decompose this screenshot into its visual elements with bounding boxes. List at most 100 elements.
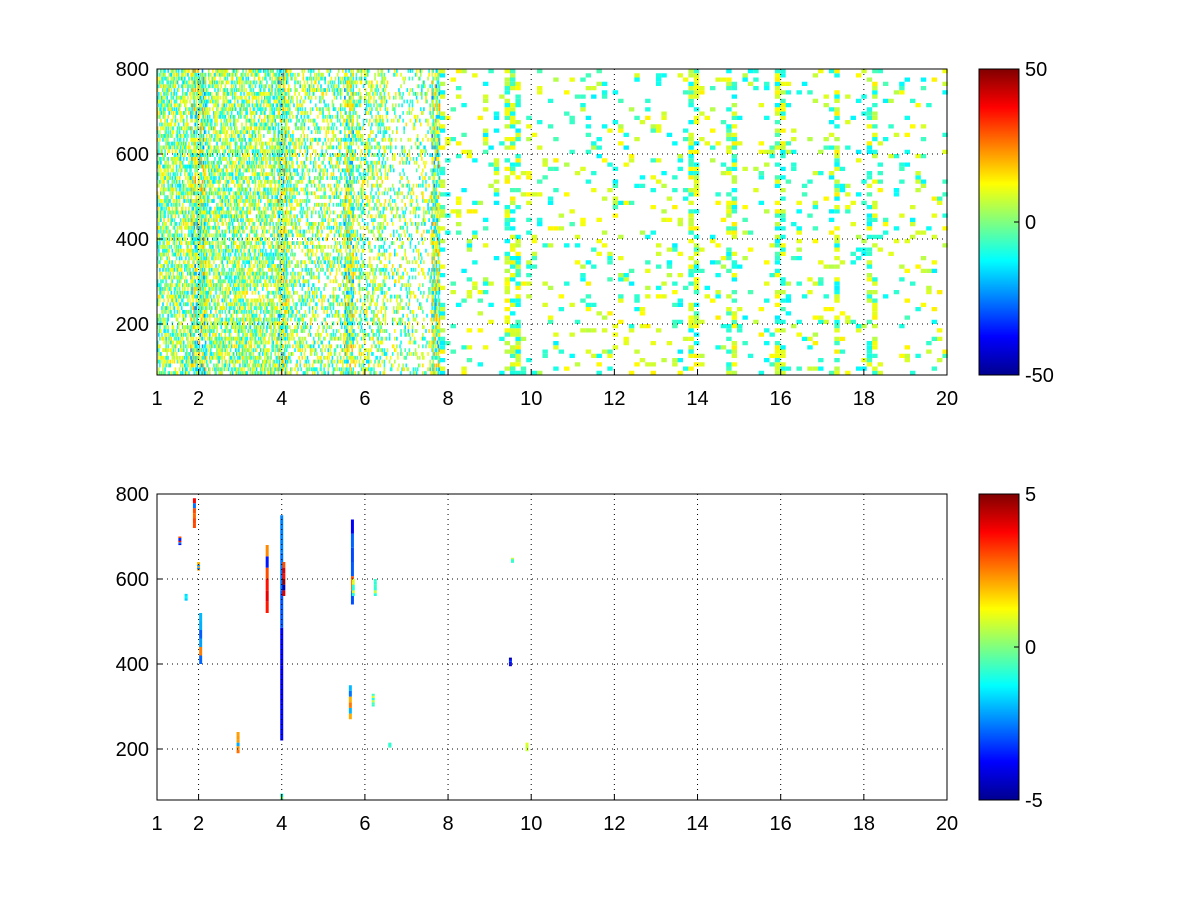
heatmap-cell [254,371,257,375]
heatmap-cell [170,260,173,265]
heatmap-cell [172,72,175,77]
heatmap-cell [220,187,223,192]
heatmap-cell [206,114,209,119]
heatmap-cell [219,340,221,345]
heatmap-cell [224,107,227,112]
heatmap-cell [204,325,207,330]
heatmap-cell [255,137,258,142]
heatmap-cell [210,118,212,123]
heatmap-cell [204,114,207,119]
heatmap-cell [195,149,198,154]
heatmap-cell [260,183,263,188]
heatmap-cell [213,114,215,119]
heatmap-cell [233,294,236,299]
heatmap-cell [161,191,163,196]
heatmap-cell [206,202,209,207]
heatmap-cell [217,107,219,112]
heatmap-cell [174,114,177,119]
heatmap-cell [259,252,262,257]
heatmap-cell [251,149,254,154]
heatmap-cell [250,145,253,150]
heatmap-cell [256,69,259,73]
heatmap-cell [198,183,201,188]
heatmap-cell [229,298,232,303]
heatmap-cell [161,199,163,203]
heatmap-cell [199,283,202,288]
heatmap-cell [178,233,181,238]
heatmap-cell [192,222,194,226]
heatmap-cell [241,156,243,161]
heatmap-cell [160,99,162,104]
heatmap-cell [162,367,164,372]
heatmap-cell [239,130,241,135]
heatmap-cell [224,233,227,238]
heatmap-cell [162,137,164,142]
heatmap-cell [189,332,191,337]
heatmap-cell [166,176,168,180]
heatmap-cell [162,179,164,184]
heatmap-cell [224,218,227,222]
heatmap-cell [188,206,190,211]
heatmap-cell [159,111,161,115]
heatmap-cell [207,348,210,353]
heatmap-cell [249,137,252,142]
heatmap-cell [195,256,198,261]
heatmap-cell [237,367,239,372]
heatmap-cell [202,237,205,242]
heatmap-cell [257,199,260,203]
heatmap-cell [193,191,195,196]
heatmap-cell [257,76,260,81]
heatmap-cell [220,271,223,276]
heatmap-cell [157,153,159,157]
heatmap-cell [191,69,193,73]
heatmap-cell [200,214,203,219]
heatmap-cell [261,271,264,276]
heatmap-cell [165,267,167,272]
heatmap-cell [174,69,177,73]
heatmap-cell [242,340,244,345]
heatmap-cell [239,84,241,89]
heatmap-cell [174,371,177,375]
heatmap-cell [195,153,198,157]
heatmap-cell [196,126,199,131]
heatmap-cell [204,187,207,192]
heatmap-cell [264,264,266,268]
heatmap-cell [203,352,206,356]
heatmap-cell [174,122,177,127]
heatmap-cell [196,69,199,73]
heatmap-cell [214,332,216,337]
heatmap-cell [239,206,241,211]
heatmap-cell [254,256,257,261]
heatmap-cell [243,352,245,356]
heatmap-cell [180,371,183,375]
heatmap-cell [226,210,229,215]
heatmap-cell [185,107,187,112]
heatmap-cell [181,359,184,364]
heatmap-cell [162,275,164,280]
heatmap-cell [163,325,165,330]
heatmap-cell [202,72,205,77]
heatmap-cell [174,80,177,85]
heatmap-cell [172,344,175,349]
heatmap-cell [157,344,159,349]
heatmap-cell [196,248,199,253]
heatmap-cell [180,168,183,173]
heatmap-cell [164,134,166,138]
heatmap-cell [241,325,243,330]
heatmap-cell [250,355,253,360]
heatmap-cell [176,340,179,345]
heatmap-cell [233,134,236,138]
heatmap-cell [184,309,186,314]
heatmap-cell [208,153,211,157]
heatmap-cell [249,340,252,345]
heatmap-cell [179,160,182,165]
heatmap-cell [159,210,161,215]
heatmap-cell [178,248,181,253]
heatmap-cell [164,76,166,81]
heatmap-cell [191,111,193,115]
heatmap-cell [190,187,192,192]
heatmap-cell [247,367,250,372]
heatmap-cell [203,156,206,161]
heatmap-cell [254,290,257,295]
heatmap-cell [164,210,166,215]
